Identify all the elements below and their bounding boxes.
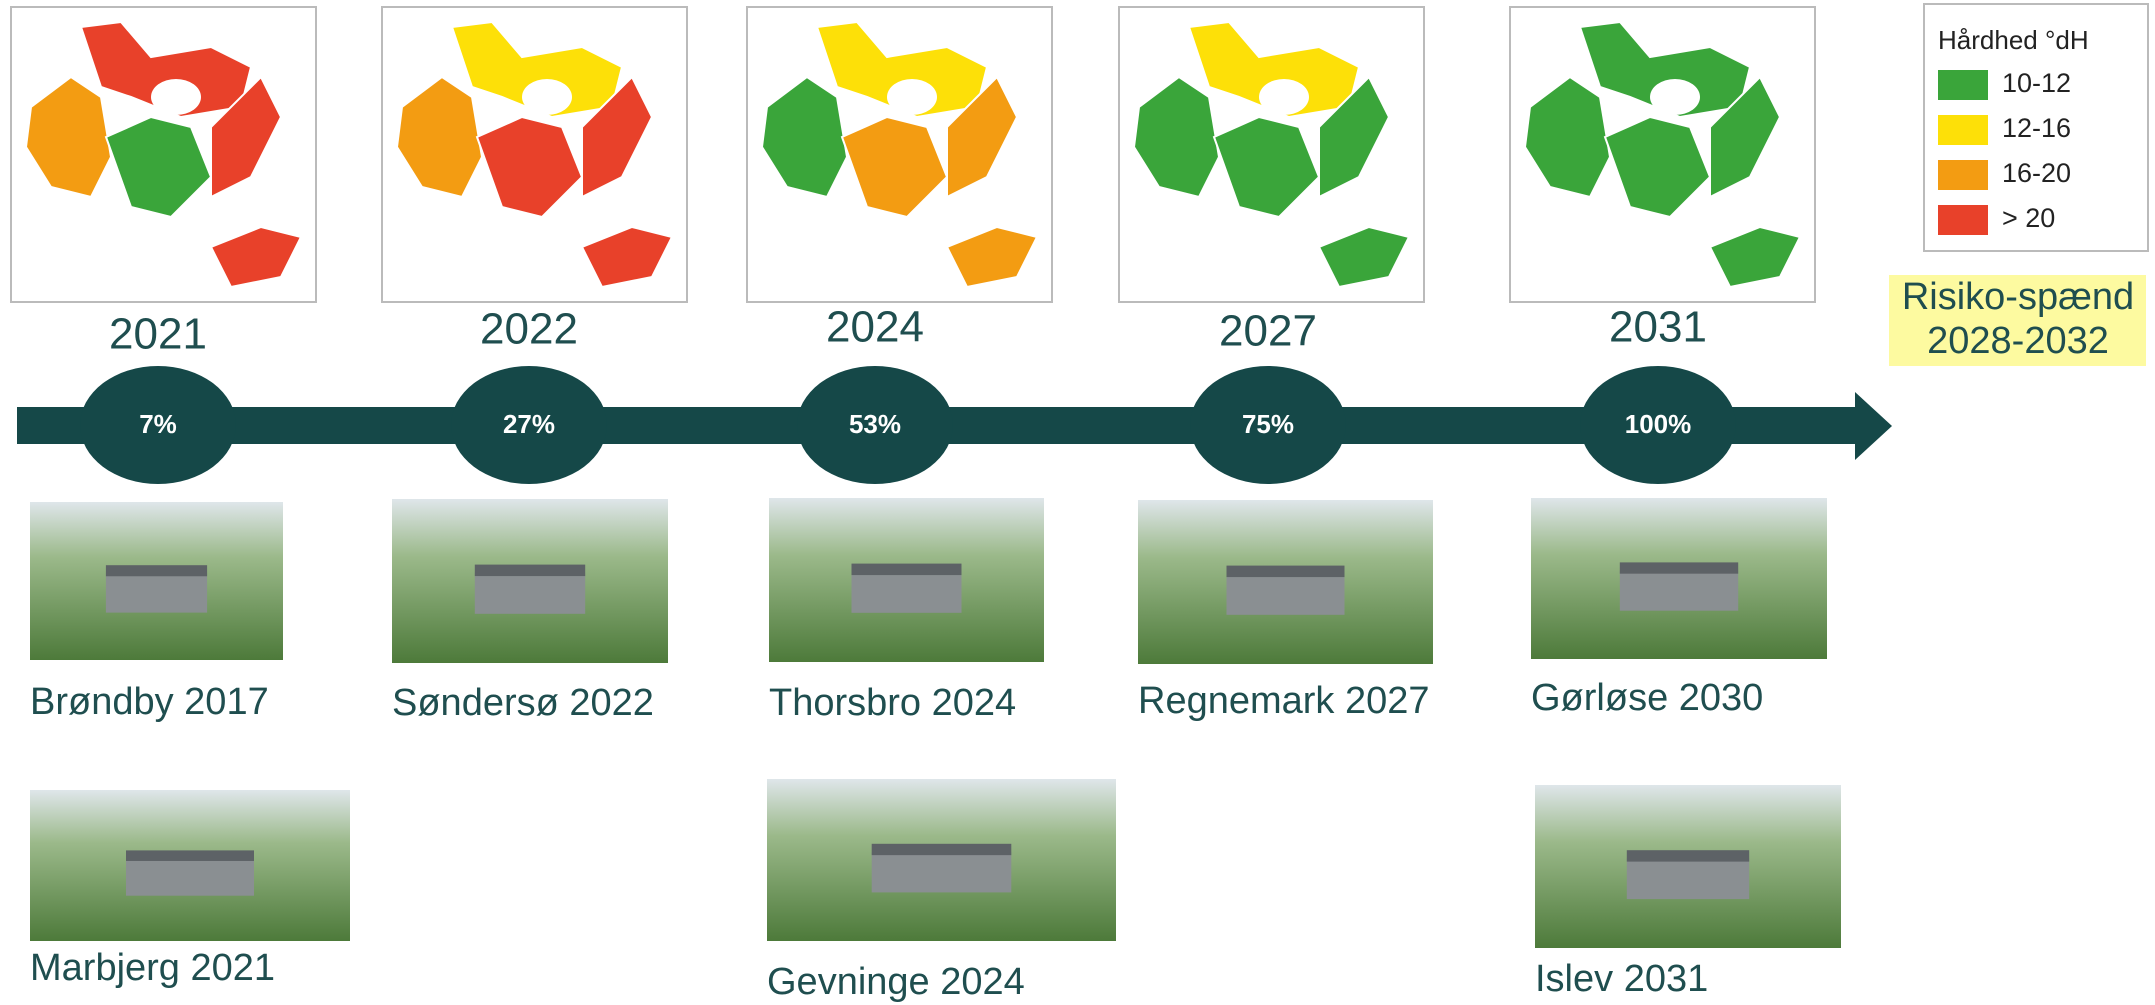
- slide: Hårdhed °dH Risiko-spænd 2028-2032 10-12…: [0, 0, 2155, 1005]
- photo-building: [1627, 858, 1749, 899]
- site-photo: [30, 502, 283, 660]
- photo-building: [852, 572, 962, 613]
- legend-label: > 20: [2002, 203, 2055, 233]
- share-label: 100%: [1625, 409, 1692, 439]
- site-caption: Marbjerg 2021: [30, 947, 275, 989]
- map-hole: [151, 79, 201, 115]
- timeline-arrowhead: [1855, 392, 1892, 460]
- legend-label: 12-16: [2002, 113, 2071, 143]
- site-caption: Regnemark 2027: [1138, 680, 1430, 722]
- share-label: 53%: [849, 409, 901, 439]
- photo-building: [475, 573, 585, 614]
- share-label: 27%: [503, 409, 555, 439]
- site-caption: Gevninge 2024: [767, 961, 1025, 1003]
- map-hole: [887, 79, 937, 115]
- site-caption: Gørløse 2030: [1531, 677, 1763, 719]
- photo-building: [1227, 574, 1345, 615]
- year-label: 2027: [1219, 307, 1317, 356]
- photo-roof: [1620, 562, 1738, 573]
- legend-swatch: [1938, 70, 1988, 100]
- year-label: 2031: [1609, 303, 1707, 352]
- map: [382, 7, 687, 302]
- photo-roof: [1627, 850, 1749, 861]
- legend-swatch: [1938, 160, 1988, 190]
- photo-roof: [852, 564, 962, 575]
- map: [1119, 7, 1424, 302]
- risk-label: Risiko-spænd: [1902, 276, 2134, 318]
- site-caption: Søndersø 2022: [392, 682, 654, 724]
- share-label: 75%: [1242, 409, 1294, 439]
- legend-label: 16-20: [2002, 158, 2071, 188]
- photo-roof: [475, 565, 585, 576]
- site-photo: [30, 790, 350, 941]
- risk-label: 2028-2032: [1927, 320, 2109, 362]
- year-label: 2024: [826, 303, 924, 352]
- legend-title: Hårdhed °dH: [1938, 25, 2089, 55]
- map: [747, 7, 1052, 302]
- photo-building: [872, 852, 1012, 893]
- site-photo: [767, 779, 1116, 941]
- photo-building: [106, 573, 207, 613]
- year-label: 2021: [109, 310, 207, 359]
- map: [1510, 7, 1815, 302]
- photo-roof: [872, 844, 1012, 855]
- photo-roof: [126, 850, 254, 861]
- legend-swatch: [1938, 205, 1988, 235]
- year-label: 2022: [480, 305, 578, 354]
- site-caption: Islev 2031: [1535, 958, 1708, 1000]
- map-hole: [522, 79, 572, 115]
- site-photo: [1138, 500, 1433, 664]
- site-photo: [392, 499, 668, 663]
- photo-building: [1620, 570, 1738, 610]
- legend-swatch: [1938, 115, 1988, 145]
- legend-label: 10-12: [2002, 68, 2071, 98]
- share-label: 7%: [139, 409, 177, 439]
- map: [11, 7, 316, 302]
- site-photo: [1531, 498, 1827, 659]
- photo-roof: [1227, 566, 1345, 577]
- photo-roof: [106, 565, 207, 576]
- site-photo: [769, 498, 1044, 662]
- photo-building: [126, 858, 254, 896]
- site-caption: Brøndby 2017: [30, 681, 269, 723]
- map-hole: [1650, 79, 1700, 115]
- map-hole: [1259, 79, 1309, 115]
- site-caption: Thorsbro 2024: [769, 682, 1016, 724]
- site-photo: [1535, 785, 1841, 948]
